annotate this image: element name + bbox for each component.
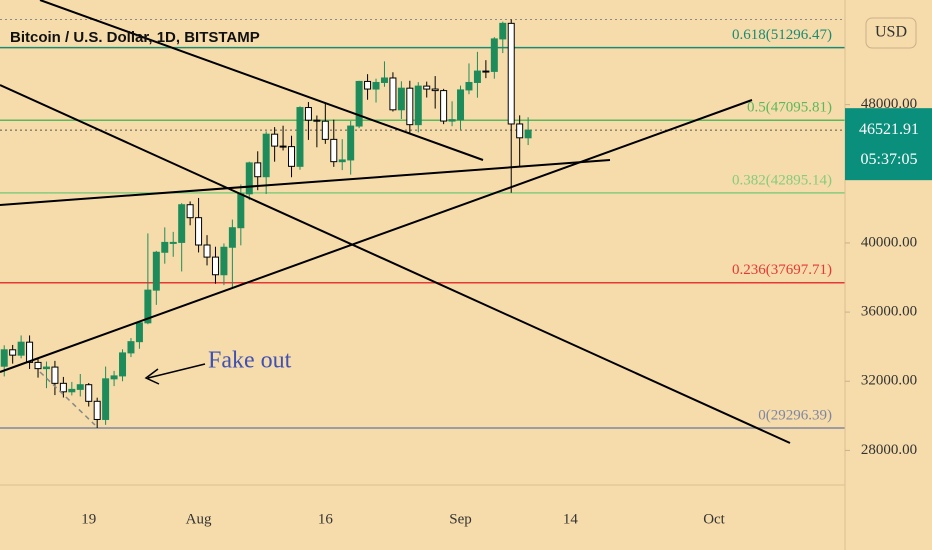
fib-layer: 0.618(51296.47) 0.5(47095.81) 0.382(42895.… <box>0 19 845 429</box>
fib-label: 0.382(42895.14) <box>732 172 832 188</box>
candle-body <box>482 70 490 73</box>
y-tick-label: 36000.00 <box>861 304 917 320</box>
candle-body <box>524 129 532 139</box>
candle-body <box>457 89 465 121</box>
candle-body <box>169 241 177 244</box>
axis-layer: 19 Aug 16 Sep 14 Oct 28000.00 32000.00 36000.00 4… <box>81 96 932 527</box>
x-tick-label: 16 <box>318 511 334 527</box>
candle-body <box>448 119 456 122</box>
candle-body <box>304 107 312 121</box>
candle-body <box>355 80 363 127</box>
candle-body <box>338 159 346 163</box>
candle-body <box>59 382 67 393</box>
trend-lines <box>0 0 791 444</box>
candle-body <box>507 22 515 125</box>
price-box <box>845 108 932 181</box>
candle-body <box>152 251 160 291</box>
candle-body <box>102 378 110 420</box>
fib-label: 0.618(51296.47) <box>732 27 832 43</box>
candle-body <box>321 120 329 140</box>
trend-line <box>0 84 791 444</box>
candle-body <box>211 256 219 276</box>
trend-line <box>39 0 484 161</box>
candle-body <box>195 217 203 246</box>
candle-body <box>431 88 439 92</box>
candle-body <box>313 119 321 122</box>
candle-body <box>127 341 135 354</box>
candle-body <box>406 87 414 126</box>
candle-body <box>372 81 380 90</box>
candle-body <box>490 38 498 72</box>
candle-layer <box>0 19 532 429</box>
candle-body <box>397 87 405 111</box>
y-tick-label: 28000.00 <box>861 442 917 458</box>
candle-body <box>161 241 169 253</box>
candle-body <box>237 193 245 229</box>
candle-body <box>76 384 84 390</box>
candle-body <box>186 204 194 219</box>
x-tick-label: Oct <box>703 511 725 527</box>
candle-body <box>296 107 304 167</box>
candle-body <box>423 85 431 90</box>
trend-line <box>0 159 611 206</box>
candle-body <box>34 361 42 370</box>
candle-body <box>85 384 93 402</box>
candle-body <box>220 246 228 276</box>
candle-body <box>203 244 211 258</box>
candle-body <box>330 138 338 163</box>
arrow-head <box>144 368 160 385</box>
fib-label: 0.236(37697.71) <box>732 262 832 278</box>
candle-body <box>144 289 152 324</box>
y-tick-label: 32000.00 <box>861 373 917 389</box>
candle-body <box>245 162 253 195</box>
candle-body <box>389 77 397 111</box>
countdown-label: 05:37:05 <box>861 151 918 168</box>
candle-body <box>288 146 296 167</box>
candle-body <box>414 85 422 126</box>
candle-body <box>279 145 287 148</box>
candle-body <box>0 349 8 367</box>
candle-body <box>178 204 186 243</box>
candle-body <box>93 400 101 420</box>
candle-body <box>440 90 448 122</box>
candle-body <box>262 133 270 178</box>
candle-body <box>465 81 473 91</box>
candle-body <box>119 352 127 377</box>
candle-body <box>9 349 17 356</box>
arrow-shaft <box>147 363 206 379</box>
candle-body <box>254 162 262 178</box>
candle-body <box>516 123 524 139</box>
trend-line <box>0 99 753 373</box>
candle-body <box>110 375 118 380</box>
y-tick-label: 48000.00 <box>861 96 917 112</box>
candle-body <box>51 366 59 384</box>
candle-body <box>135 322 143 343</box>
candle-body <box>271 133 279 147</box>
x-tick-label: Aug <box>186 511 212 527</box>
candle-body <box>473 70 481 83</box>
candle-body <box>26 341 34 363</box>
candle-body <box>17 341 25 356</box>
fib-label: 0(29296.39) <box>758 407 832 423</box>
candle-body <box>42 366 50 370</box>
annotation: Fake out <box>208 348 292 374</box>
candle-body <box>68 388 76 393</box>
x-tick-label: Sep <box>449 511 472 527</box>
candle-body <box>228 227 236 248</box>
fib-label: 0.5(47095.81) <box>747 100 832 116</box>
candle-body <box>380 77 388 83</box>
dashed-line <box>39 371 96 426</box>
x-tick-label: 14 <box>563 511 579 527</box>
currency-label[interactable]: USD <box>875 24 907 41</box>
chart-title: Bitcoin / U.S. Dollar, 1D, BITSTAMP <box>10 29 260 46</box>
currency-button[interactable] <box>865 17 917 49</box>
candle-body <box>364 80 372 90</box>
candle-body <box>347 125 355 161</box>
candle-body <box>499 22 507 40</box>
x-tick-label: 19 <box>81 511 96 527</box>
last-price-label: 46521.91 <box>859 121 919 138</box>
y-tick-label: 40000.00 <box>861 234 917 250</box>
